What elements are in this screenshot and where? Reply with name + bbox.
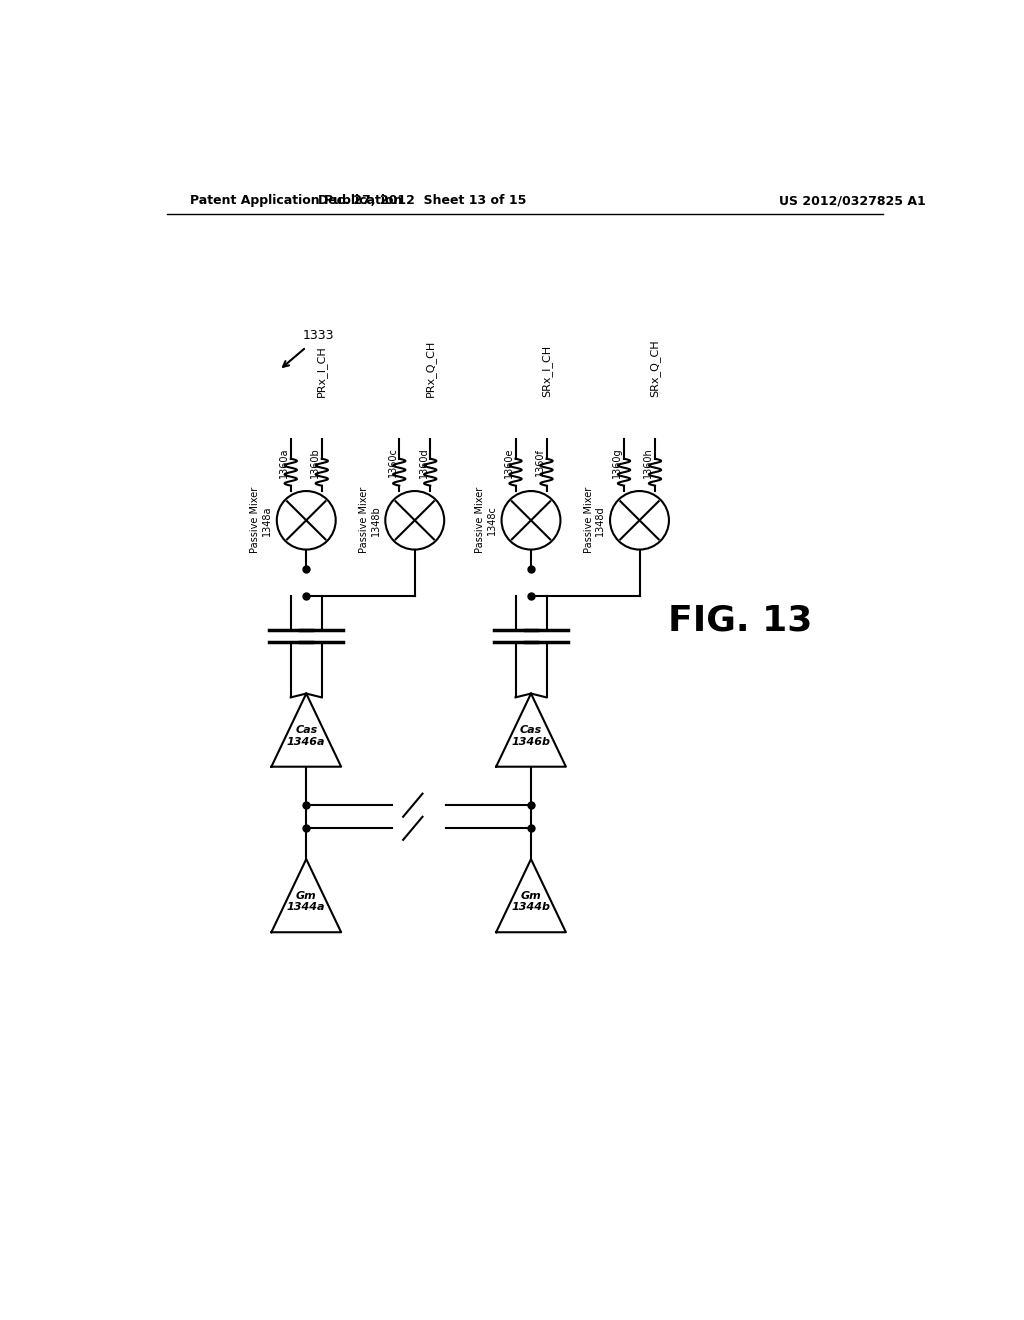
Text: PRx_I_CH: PRx_I_CH (316, 346, 328, 397)
Text: Cas
1346b: Cas 1346b (512, 725, 551, 747)
Text: US 2012/0327825 A1: US 2012/0327825 A1 (779, 194, 926, 207)
Text: Passive Mixer
1348c: Passive Mixer 1348c (475, 487, 497, 553)
Text: 1360a: 1360a (280, 447, 289, 478)
Text: 1360d: 1360d (419, 447, 429, 478)
Text: FIG. 13: FIG. 13 (668, 603, 812, 638)
Text: SRx_Q_CH: SRx_Q_CH (649, 339, 660, 397)
Text: Passive Mixer
1348d: Passive Mixer 1348d (584, 487, 605, 553)
Text: Gm
1344a: Gm 1344a (287, 891, 326, 912)
Text: Passive Mixer
1348a: Passive Mixer 1348a (251, 487, 272, 553)
Text: PRx_Q_CH: PRx_Q_CH (425, 339, 435, 397)
Text: 1360f: 1360f (535, 449, 545, 477)
Text: 1360b: 1360b (310, 447, 321, 478)
Text: SRx_I_CH: SRx_I_CH (541, 345, 552, 397)
Text: 1360g: 1360g (612, 447, 623, 478)
Text: Cas
1346a: Cas 1346a (287, 725, 326, 747)
Text: Passive Mixer
1348b: Passive Mixer 1348b (359, 487, 381, 553)
Text: Patent Application Publication: Patent Application Publication (190, 194, 402, 207)
Text: 1360h: 1360h (643, 447, 653, 478)
Text: 1333: 1333 (302, 329, 334, 342)
Text: Dec. 27, 2012  Sheet 13 of 15: Dec. 27, 2012 Sheet 13 of 15 (318, 194, 526, 207)
Text: Gm
1344b: Gm 1344b (512, 891, 551, 912)
Text: 1360c: 1360c (388, 447, 397, 478)
Text: 1360e: 1360e (504, 447, 514, 478)
